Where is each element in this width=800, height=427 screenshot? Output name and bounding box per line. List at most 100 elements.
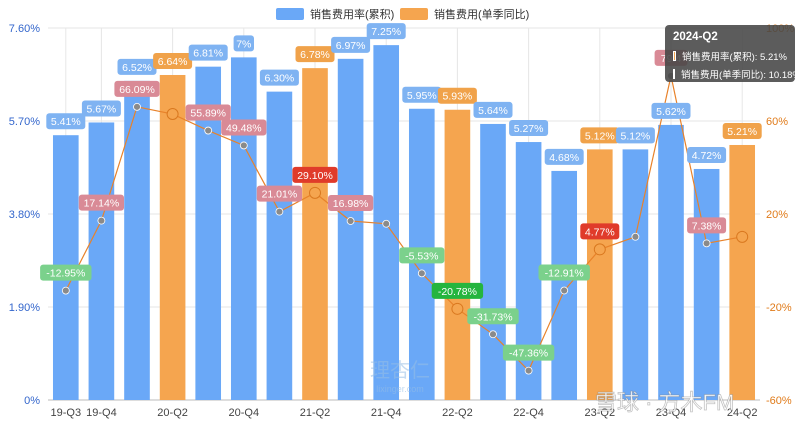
bar-label-22-Q1-text: 5.95% [407, 90, 437, 102]
bar-label-24-Q1-text: 4.72% [692, 150, 722, 162]
bar-label-20-Q2: 6.64% [153, 52, 193, 69]
bar-label-23-Q2: 5.12% [580, 127, 620, 144]
watermark-corner: 雪球 · 方木FM [595, 390, 734, 415]
line-label-23-Q2: 4.77% [580, 223, 620, 240]
bar-19-Q4 [88, 122, 115, 401]
tooltip-row-cum: 销售费用率(累积): 5.21% [665, 47, 795, 65]
bar-23-Q1 [551, 170, 578, 400]
line-point-21-Q1 [275, 207, 284, 216]
tooltip-swatch-cum [673, 51, 676, 61]
line-label-21-Q2-text: 29.10% [297, 170, 333, 182]
legend-swatch-cum [276, 8, 304, 20]
line-label-19-Q3-text: -12.95% [46, 268, 85, 280]
bar-label-23-Q3-text: 5.12% [621, 130, 651, 142]
bar-label-24-Q2-bg [722, 122, 762, 139]
bar-label-20-Q4-text: 7% [236, 38, 251, 50]
tooltip-title: 2024-Q2 [673, 31, 718, 43]
bar-label-22-Q3: 5.64% [473, 101, 513, 118]
line-label-21-Q2: 29.10% [292, 166, 338, 183]
line-label-22-Q3: -31.73% [467, 308, 519, 325]
bar-label-24-Q1: 4.72% [687, 146, 727, 163]
legend-label-cum: 销售费用率(累积) [310, 7, 394, 21]
bar-label-21-Q2-bg [295, 46, 335, 63]
bar-label-20-Q3-text: 6.81% [193, 48, 223, 60]
line-label-19-Q3-bg [40, 264, 92, 281]
line-label-20-Q1-bg [114, 80, 160, 97]
line-label-21-Q1-text: 21.01% [262, 189, 298, 201]
bar-20-Q4 [230, 57, 257, 401]
line-point-22-Q2 [451, 302, 464, 315]
bar-21-Q3 [337, 58, 364, 400]
line-label-23-Q1-text: -12.91% [545, 268, 584, 280]
bar-label-22-Q2: 5.93% [437, 87, 477, 104]
line-point-20-Q1 [133, 102, 141, 111]
line-label-20-Q4-text: 49.48% [226, 122, 262, 134]
line-label-20-Q3: 55.89% [185, 104, 231, 121]
x-tick-label: 24-Q2 [727, 407, 758, 419]
bar-label-19-Q3: 5.41% [46, 113, 86, 130]
bar-20-Q2 [159, 74, 186, 400]
bar-23-Q2 [586, 149, 613, 400]
bar-label-23-Q3-bg [615, 127, 655, 144]
bar-label-24-Q2-text: 5.21% [727, 126, 757, 138]
y-right-tick-label: -60% [766, 395, 792, 407]
bar-label-22-Q3-text: 5.64% [478, 105, 508, 117]
line-point-23-Q1 [560, 286, 569, 295]
bar-label-23-Q1-text: 4.68% [549, 152, 579, 164]
bar-label-20-Q4-bg [233, 35, 254, 52]
legend-label-yoy: 销售费用(单季同比) [434, 7, 529, 21]
line-point-21-Q2 [309, 186, 321, 199]
line-label-21-Q3-text: 16.98% [333, 198, 369, 210]
bar-label-22-Q1: 5.95% [402, 86, 442, 103]
bar-label-23-Q1-bg [544, 148, 584, 165]
line-label-21-Q1: 21.01% [256, 185, 302, 202]
line-point-19-Q4 [97, 216, 106, 225]
bar-label-23-Q3: 5.12% [615, 127, 655, 144]
line-label-24-Q1-text: 7.38% [692, 220, 722, 232]
line-point-20-Q2 [166, 108, 179, 121]
line-label-21-Q3: 16.98% [328, 195, 374, 212]
tooltip: 2024-Q2 销售费用率(累积): 5.21% 销售费用(单季同比): 10.… [665, 25, 800, 82]
bar-label-22-Q3-bg [473, 101, 513, 118]
y-left-tick-label: 5.70% [9, 116, 40, 128]
y-left-tick-label: 0% [24, 395, 40, 407]
x-tick-label: 23-Q4 [656, 407, 687, 419]
x-tick-label: 20-Q4 [229, 407, 260, 419]
bar-label-23-Q4-text: 5.62% [656, 106, 686, 118]
line-point-19-Q3 [61, 286, 70, 295]
bar-label-23-Q2-text: 5.12% [585, 130, 615, 142]
line-point-21-Q3 [346, 217, 355, 225]
bar-label-22-Q4: 5.27% [509, 120, 549, 137]
bar-label-22-Q4-text: 5.27% [514, 123, 544, 135]
bar-label-21-Q4-bg [366, 23, 406, 40]
line-label-23-Q1: -12.91% [538, 264, 590, 281]
bar-label-24-Q2: 5.21% [722, 122, 762, 139]
line-label-19-Q4: 17.14% [78, 194, 124, 211]
legend-swatch-yoy [400, 8, 428, 20]
bar-label-19-Q4-text: 5.67% [87, 103, 117, 115]
line-label-19-Q3: -12.95% [40, 264, 92, 281]
line-label-21-Q3-bg [328, 195, 374, 212]
line-label-22-Q3-bg [467, 308, 519, 325]
watermark-center: 理杏仁 [370, 359, 430, 382]
bar-21-Q1 [266, 91, 293, 400]
line-label-19-Q4-text: 17.14% [84, 198, 120, 210]
bar-label-20-Q2-text: 6.64% [158, 56, 188, 68]
bar-label-20-Q2-bg [153, 52, 193, 69]
bar-label-20-Q3-bg [188, 44, 228, 61]
bar-label-20-Q3: 6.81% [188, 44, 228, 61]
bar-20-Q1 [124, 80, 150, 400]
y-right-tick-label: 60% [766, 116, 788, 128]
bar-label-19-Q4: 5.67% [81, 100, 121, 117]
bar-24-Q2 [729, 144, 756, 400]
line-label-22-Q1-bg [399, 247, 445, 264]
line-label-20-Q1: 66.09% [114, 80, 160, 97]
bar-label-19-Q3-bg [46, 113, 86, 130]
bar-label-22-Q1-bg [402, 86, 442, 103]
line-point-22-Q4 [524, 366, 533, 375]
bar-label-19-Q4-bg [81, 100, 121, 117]
bar-23-Q3 [622, 149, 649, 400]
bar-label-21-Q3: 6.97% [331, 36, 371, 53]
line-point-20-Q3 [204, 126, 213, 135]
